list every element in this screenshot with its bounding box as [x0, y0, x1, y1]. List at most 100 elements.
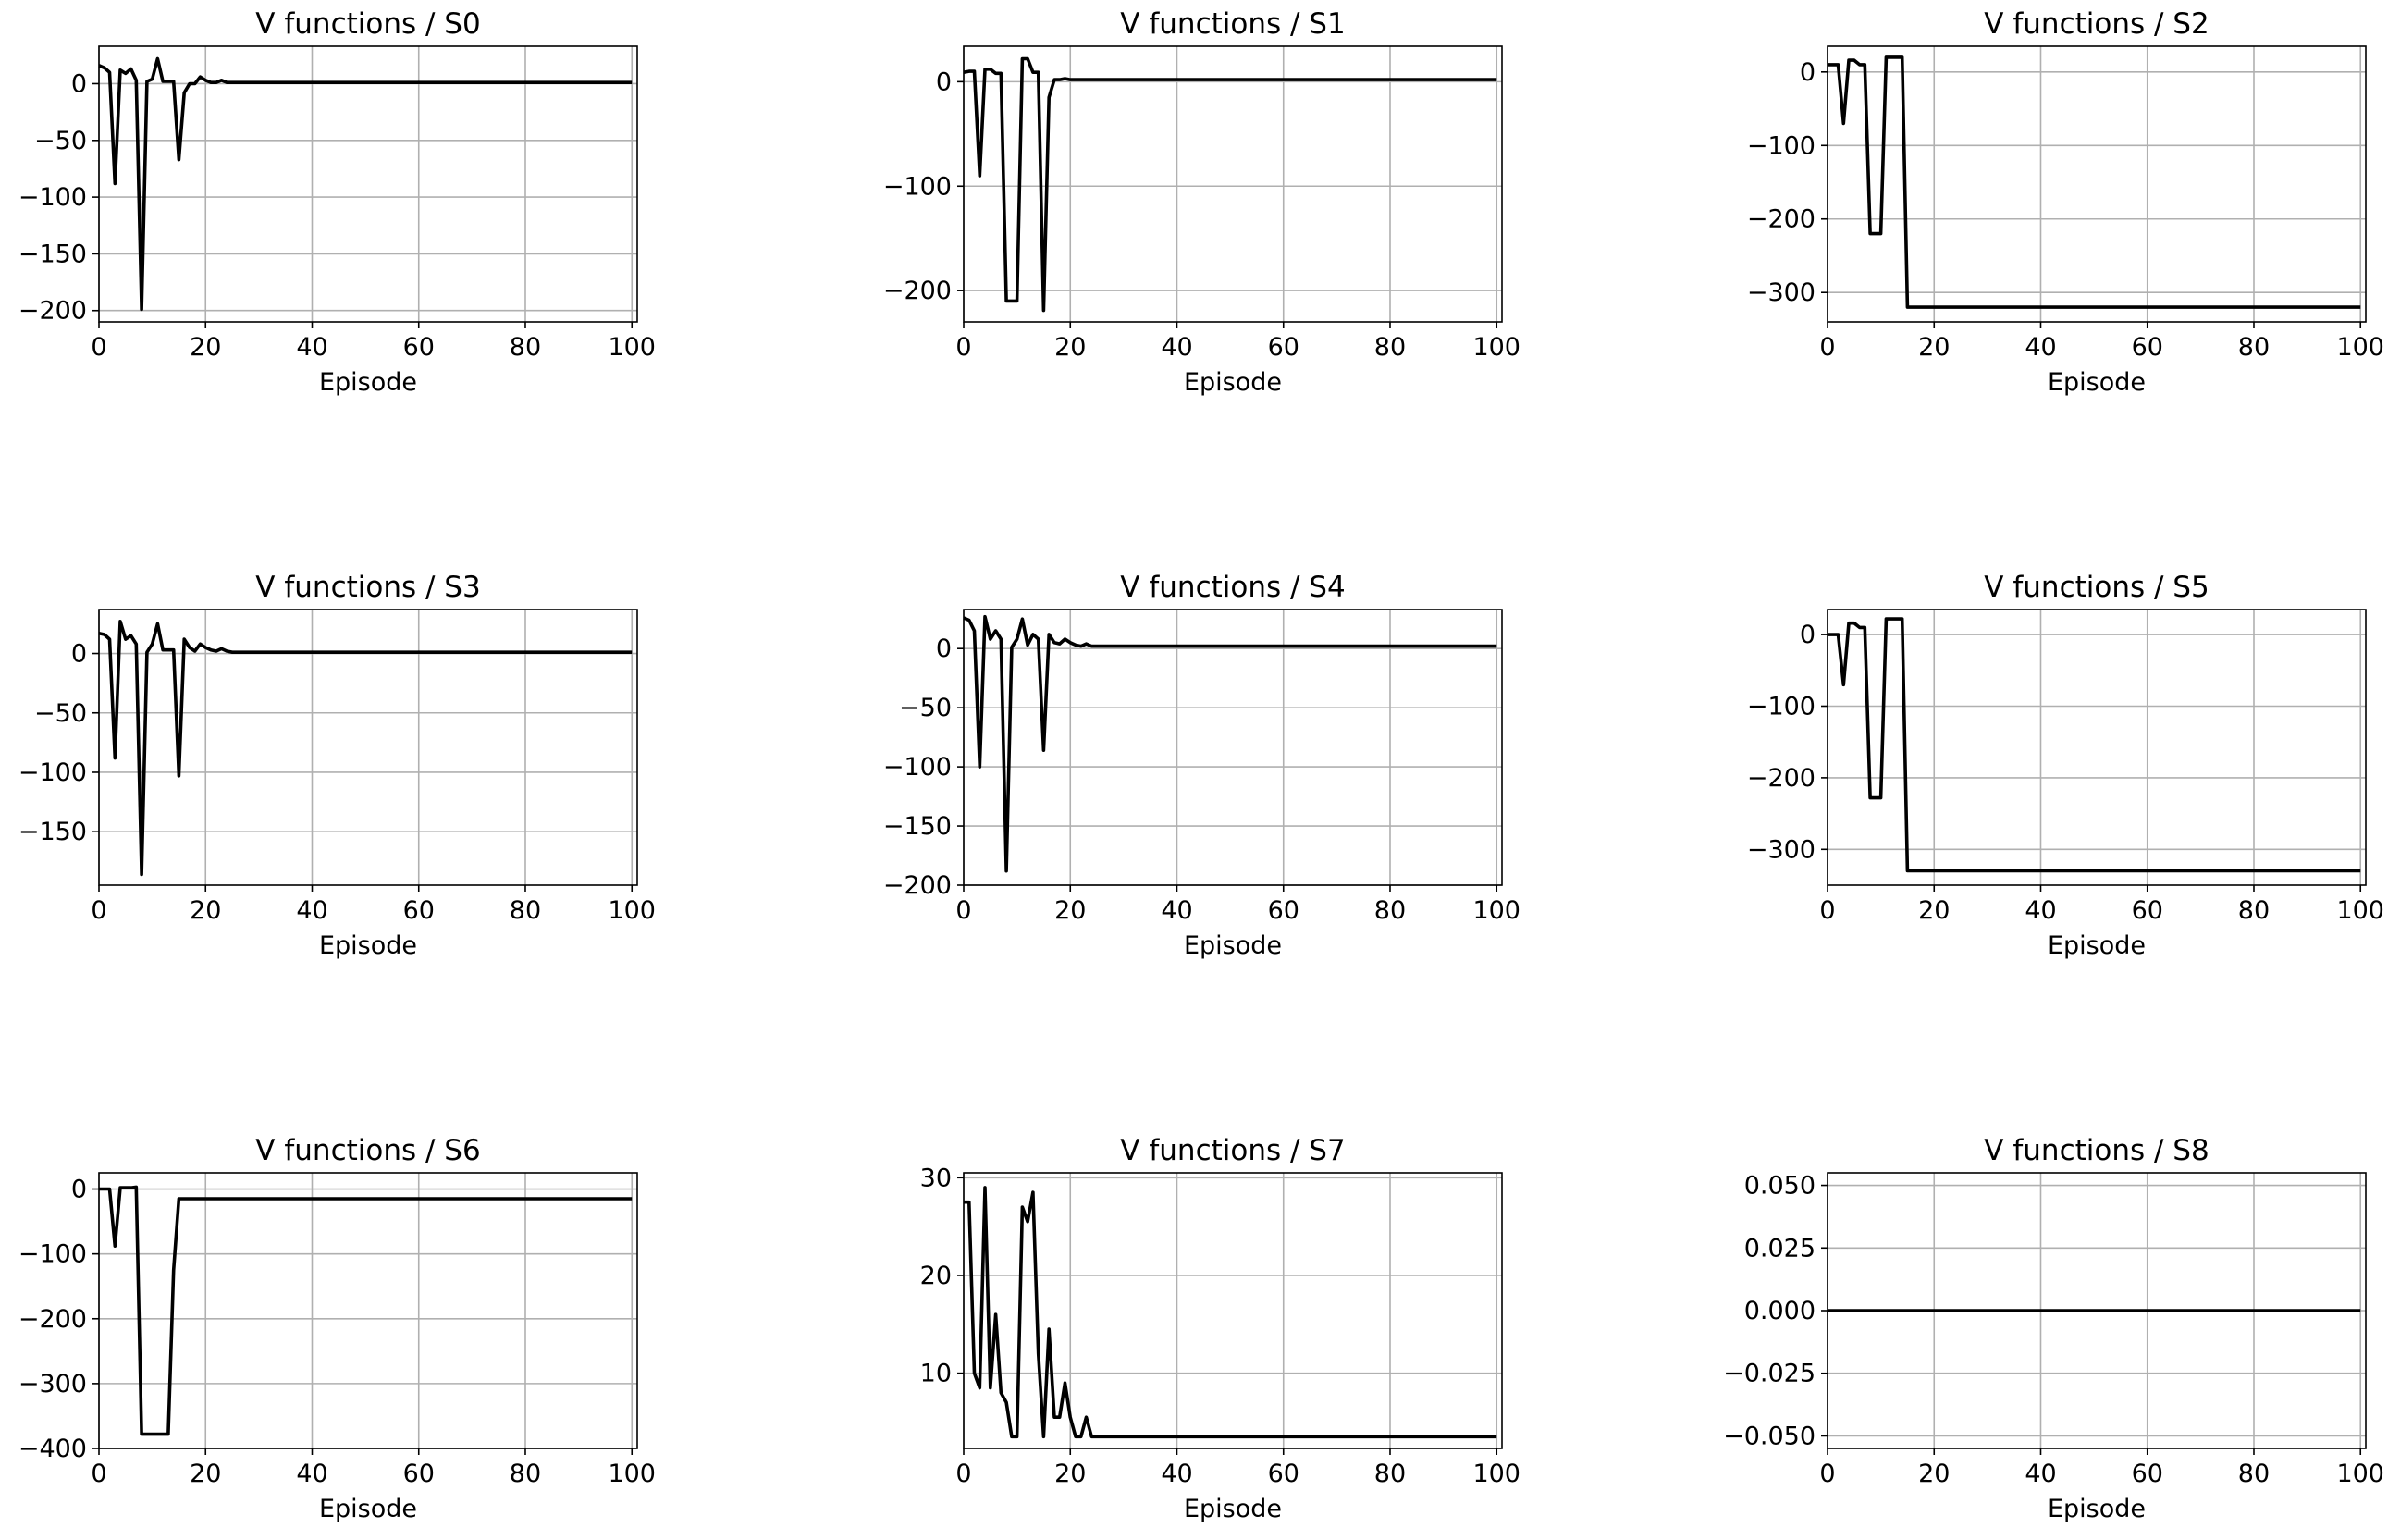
- series-line: [1828, 55, 2361, 309]
- x-tick-label: 20: [1918, 896, 1950, 925]
- x-tick-label: 20: [190, 1460, 221, 1488]
- x-tick-label: 80: [1374, 1460, 1406, 1488]
- series-line: [98, 620, 633, 877]
- y-tick-label: 0.050: [1744, 1172, 1816, 1201]
- subplot-8: 0 20 40 60 80 100 0.050 0.025 0.000 −0.025 −0.050 V…: [1723, 1134, 2384, 1523]
- y-tick-label: −50: [34, 127, 87, 155]
- series-line: [1828, 617, 2361, 873]
- x-tick-label: 80: [510, 333, 541, 362]
- y-tick-label: 30: [920, 1164, 952, 1192]
- chart-title: V functions / S6: [255, 1134, 480, 1167]
- x-axis-label: Episode: [1184, 1495, 1282, 1523]
- y-tick-label: −200: [883, 277, 952, 305]
- x-tick-label: 80: [510, 1460, 541, 1488]
- x-tick-label: 100: [1472, 333, 1520, 362]
- chart-title: V functions / S1: [1120, 7, 1345, 41]
- y-tick-label: 20: [920, 1262, 952, 1290]
- y-tick-label: −50: [899, 694, 952, 722]
- y-tick-label: 0: [1800, 621, 1816, 649]
- subplot-0: 0 20 40 60 80 100 0 −50 −100 −150 −200 V functions …: [18, 7, 656, 397]
- y-tick-label: −100: [18, 1240, 87, 1269]
- x-tick-label: 60: [403, 896, 435, 925]
- x-tick-label: 40: [296, 1460, 327, 1488]
- y-tick-label: −100: [883, 753, 952, 782]
- x-tick-label: 40: [2025, 896, 2056, 925]
- x-tick-label: 40: [296, 333, 327, 362]
- x-axis-label: Episode: [319, 931, 417, 960]
- chart-title: V functions / S8: [1984, 1134, 2209, 1167]
- y-tick-label: −200: [883, 871, 952, 900]
- series-line: [98, 56, 633, 312]
- y-tick-label: 0: [936, 634, 952, 663]
- y-tick-label: −200: [18, 1305, 87, 1334]
- y-tick-label: −150: [883, 812, 952, 841]
- subplot-1: 0 20 40 60 80 100 0 −100 −200 V functions / S1 Epi…: [883, 7, 1520, 397]
- x-axis-label: Episode: [319, 368, 417, 397]
- x-tick-label: 100: [2336, 333, 2384, 362]
- y-tick-label: −300: [18, 1370, 87, 1398]
- y-tick-label: −200: [1747, 764, 1816, 793]
- y-tick-label: 0: [936, 68, 952, 96]
- x-tick-label: 0: [91, 333, 106, 362]
- chart-title: V functions / S4: [1120, 571, 1345, 604]
- y-tick-label: −0.050: [1723, 1422, 1816, 1450]
- axes-frame: [98, 45, 638, 323]
- x-tick-label: 0: [955, 1460, 971, 1488]
- x-axis-label: Episode: [319, 1495, 417, 1523]
- x-tick-label: 60: [1268, 896, 1299, 925]
- x-tick-label: 60: [1268, 1460, 1299, 1488]
- x-tick-label: 100: [608, 896, 656, 925]
- subplot-4: 0 20 40 60 80 100 0 −50 −100 −150 −200 V functions …: [883, 571, 1520, 960]
- x-axis-label: Episode: [2048, 1495, 2146, 1523]
- x-tick-label: 60: [2132, 1460, 2163, 1488]
- x-tick-label: 0: [955, 333, 971, 362]
- axes-frame: [963, 609, 1503, 886]
- axes-frame: [98, 1172, 638, 1449]
- y-tick-label: −300: [1747, 278, 1816, 307]
- y-tick-label: −150: [18, 240, 87, 268]
- y-tick-label: −200: [1747, 205, 1816, 234]
- x-tick-label: 40: [296, 896, 327, 925]
- y-tick-label: −100: [1747, 131, 1816, 160]
- x-tick-label: 80: [2238, 896, 2270, 925]
- chart-title: V functions / S3: [255, 571, 480, 604]
- x-axis-label: Episode: [2048, 931, 2146, 960]
- x-axis-label: Episode: [1184, 368, 1282, 397]
- x-tick-label: 0: [955, 896, 971, 925]
- x-tick-label: 100: [608, 1460, 656, 1488]
- y-tick-label: 0.025: [1744, 1234, 1816, 1263]
- x-tick-label: 60: [2132, 896, 2163, 925]
- x-tick-label: 40: [1161, 333, 1192, 362]
- x-tick-label: 40: [2025, 1460, 2056, 1488]
- chart-title: V functions / S5: [1984, 571, 2209, 604]
- x-tick-label: 100: [608, 333, 656, 362]
- axes-frame: [1827, 45, 2367, 323]
- y-tick-label: 0: [71, 1176, 87, 1204]
- y-tick-label: 10: [920, 1360, 952, 1388]
- x-tick-label: 0: [1819, 1460, 1835, 1488]
- y-tick-label: 0: [71, 640, 87, 669]
- y-tick-label: −100: [883, 172, 952, 201]
- x-tick-label: 20: [1054, 1460, 1086, 1488]
- x-tick-label: 100: [1472, 896, 1520, 925]
- y-tick-label: −150: [18, 818, 87, 846]
- chart-title: V functions / S0: [255, 7, 480, 41]
- x-tick-label: 80: [1374, 896, 1406, 925]
- series-line: [963, 614, 1497, 873]
- x-tick-label: 60: [1268, 333, 1299, 362]
- subplot-6: 0 20 40 60 80 100 0 −100 −200 −300 −400 V functions…: [18, 1134, 656, 1523]
- series-line: [963, 56, 1497, 313]
- y-tick-label: −400: [18, 1435, 87, 1463]
- x-tick-label: 20: [190, 333, 221, 362]
- x-tick-label: 20: [1918, 1460, 1950, 1488]
- x-tick-label: 80: [1374, 333, 1406, 362]
- axes-frame: [963, 1172, 1503, 1449]
- x-tick-label: 80: [2238, 333, 2270, 362]
- x-tick-label: 20: [1918, 333, 1950, 362]
- x-tick-label: 40: [2025, 333, 2056, 362]
- x-tick-label: 100: [2336, 1460, 2384, 1488]
- axes-frame: [98, 609, 638, 886]
- x-tick-label: 0: [91, 1460, 106, 1488]
- x-tick-label: 0: [1819, 333, 1835, 362]
